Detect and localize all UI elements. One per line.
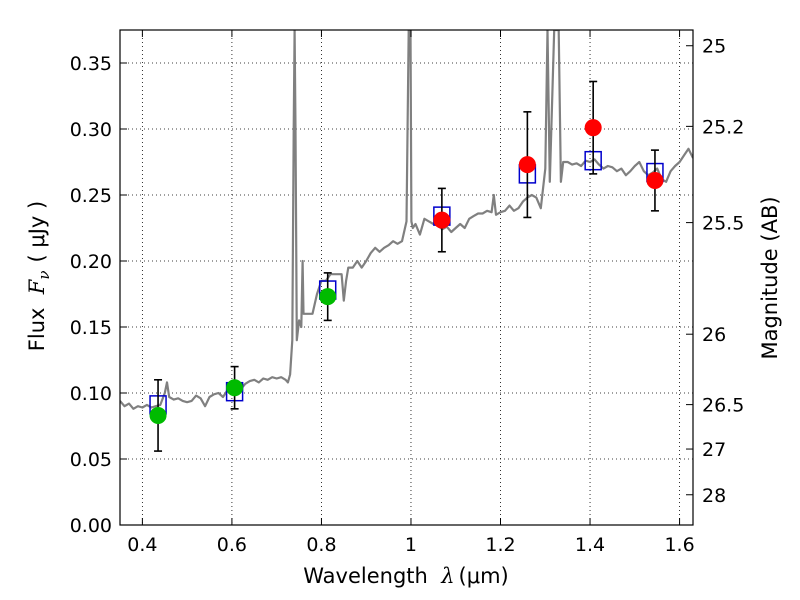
mag-tick-label: 28 xyxy=(702,485,726,507)
x-tick-label: 0.6 xyxy=(217,534,247,556)
x-tick-label: 0.4 xyxy=(127,534,157,556)
mag-tick-label: 27 xyxy=(702,439,726,461)
nir-data-point xyxy=(518,156,536,174)
y-tick-label: 0.25 xyxy=(70,185,112,207)
x-axis-unit: (μm) xyxy=(459,564,509,588)
axis-ticks: 0.4 0.6 0.8 1 1.2 1.4 1.6 0.00 0.05 0.10 0.15 0.20 0… xyxy=(70,30,744,556)
y-tick-label: 0.10 xyxy=(70,383,112,405)
optical-data-point xyxy=(319,288,337,306)
x-axis-title-text: Wavelength xyxy=(303,564,441,588)
y-axis-title: Flux Fν ( μJy ) xyxy=(25,201,53,351)
mag-tick-label: 26 xyxy=(702,324,726,346)
x-tick-label: 1.6 xyxy=(664,534,694,556)
x-tick-label: 1.4 xyxy=(575,534,605,556)
y-tick-label: 0.35 xyxy=(70,53,112,75)
photometry-markers xyxy=(149,80,664,452)
plot-frame xyxy=(119,29,694,526)
spectrum-line-group xyxy=(120,30,693,410)
y-tick-label: 0.15 xyxy=(70,317,112,339)
nir-data-point xyxy=(433,211,451,229)
mag-tick-label: 26.5 xyxy=(702,395,744,417)
y-tick-label: 0.30 xyxy=(70,119,112,141)
x-tick-label: 0.8 xyxy=(306,534,336,556)
y-tick-label: 0.05 xyxy=(70,449,112,471)
y-tick-label: 0.00 xyxy=(70,515,112,537)
nir-data-point xyxy=(584,119,602,137)
mag-tick-label: 25.5 xyxy=(702,213,744,235)
y-axis-unit: ( μJy ) xyxy=(25,201,49,263)
spectrum-line xyxy=(120,30,693,410)
flux-symbol: F xyxy=(25,278,49,295)
mag-tick-label: 25 xyxy=(702,36,726,58)
x-tick-label: 1 xyxy=(405,534,417,556)
x-tick-label: 1.2 xyxy=(485,534,515,556)
lambda-symbol: λ xyxy=(440,564,454,588)
y2-axis-title: Magnitude (AB) xyxy=(758,196,782,359)
optical-data-point xyxy=(226,379,244,397)
y-axis-title-text: Flux xyxy=(25,294,49,351)
optical-data-point xyxy=(149,406,167,424)
x-axis-title: Wavelength λ (μm) xyxy=(303,564,508,588)
nir-data-point xyxy=(646,171,664,189)
mag-tick-label: 25.2 xyxy=(702,116,744,138)
grid-lines xyxy=(120,30,693,526)
nu-subscript: ν xyxy=(35,271,53,280)
y-tick-label: 0.20 xyxy=(70,251,112,273)
